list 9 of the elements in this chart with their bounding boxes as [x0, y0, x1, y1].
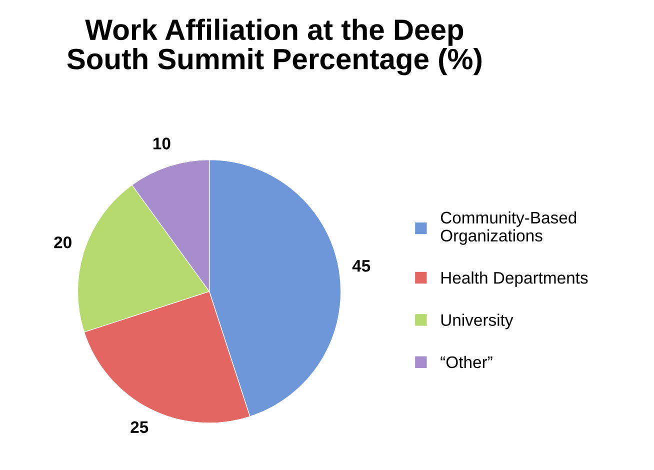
data-label: 20: [54, 236, 72, 248]
data-label: 10: [153, 138, 170, 150]
data-label: 25: [130, 421, 148, 434]
legend-label: Health Departments: [441, 272, 588, 288]
legend-label: Community-Based Organizations: [440, 211, 576, 245]
chart-title: Work Affiliation at the Deep South Summit Percentage (%): [67, 18, 482, 76]
legend-label: “Other”: [440, 356, 492, 368]
legend-label: University: [441, 314, 514, 330]
data-label: 45: [352, 260, 370, 272]
